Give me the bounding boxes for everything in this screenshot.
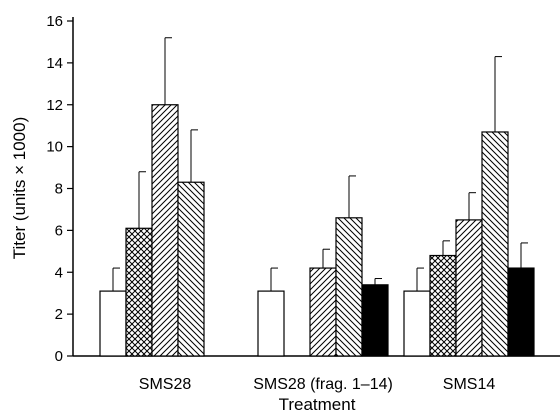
bar <box>429 254 457 357</box>
y-tick-label: 12 <box>46 97 63 114</box>
bar <box>99 290 127 357</box>
y-tick-label: 10 <box>46 139 63 156</box>
bar <box>507 267 535 357</box>
bar <box>403 290 431 357</box>
x-tick-label: SMS14 <box>443 376 496 393</box>
bar <box>455 219 483 357</box>
x-axis-label: Treatment <box>279 395 356 414</box>
bar <box>177 181 205 357</box>
plot-area: 0 2 4 6 8 10 12 14 16 SMS28 SMS28 (frag. 1–14) SMS1… <box>46 13 560 393</box>
bar <box>151 104 179 357</box>
y-tick-label: 4 <box>55 264 63 281</box>
bar <box>309 267 337 357</box>
y-tick-label: 0 <box>55 348 63 365</box>
bar <box>125 227 153 357</box>
y-tick-label: 6 <box>55 222 63 239</box>
x-tick-label: SMS28 (frag. 1–14) <box>253 376 393 393</box>
y-axis-label: Titer (units × 1000) <box>10 117 29 260</box>
bar <box>335 217 363 357</box>
x-tick-label: SMS28 <box>139 376 192 393</box>
bar <box>257 290 285 357</box>
y-tick-label: 8 <box>55 181 63 198</box>
bar <box>481 131 509 357</box>
y-tick-label: 14 <box>46 55 63 72</box>
y-tick-label: 16 <box>46 13 63 30</box>
bar <box>361 284 389 357</box>
y-tick-label: 2 <box>55 306 63 323</box>
